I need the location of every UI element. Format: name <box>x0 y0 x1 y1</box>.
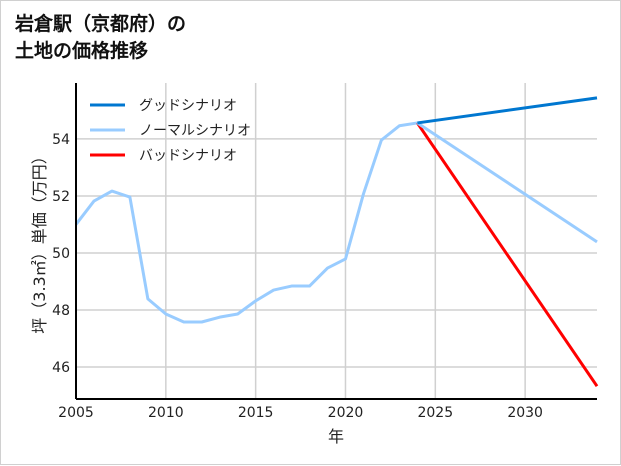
y-tick-label: 48 <box>52 303 70 319</box>
chart-title: 岩倉駅（京都府）の 土地の価格推移 <box>15 11 186 65</box>
history-line <box>74 121 418 324</box>
x-tick-label: 2020 <box>328 405 364 421</box>
legend-label-0: グッドシナリオ <box>139 98 237 114</box>
x-tick-label: 2015 <box>238 405 274 421</box>
series-line-0 <box>417 96 598 125</box>
series-line-1 <box>416 121 598 244</box>
y-tick-label: 54 <box>52 132 70 148</box>
x-tick-label: 2025 <box>417 405 453 421</box>
title-line-1: 岩倉駅（京都府）の <box>15 13 187 35</box>
y-tick-label: 46 <box>52 360 70 376</box>
x-tick-label: 2030 <box>507 405 543 421</box>
x-axis-label: 年 <box>328 427 344 446</box>
x-tick-label: 2005 <box>58 405 94 421</box>
series-line-2 <box>416 122 599 388</box>
x-tick-label: 2010 <box>148 405 184 421</box>
y-tick-label: 52 <box>52 189 70 205</box>
legend-label-2: バッドシナリオ <box>139 148 237 164</box>
title-line-2: 土地の価格推移 <box>15 40 149 62</box>
legend-label-1: ノーマルシナリオ <box>139 123 251 139</box>
y-tick-label: 50 <box>52 246 70 262</box>
y-axis-label: 坪（3.3㎡）単価（万円） <box>30 148 49 333</box>
